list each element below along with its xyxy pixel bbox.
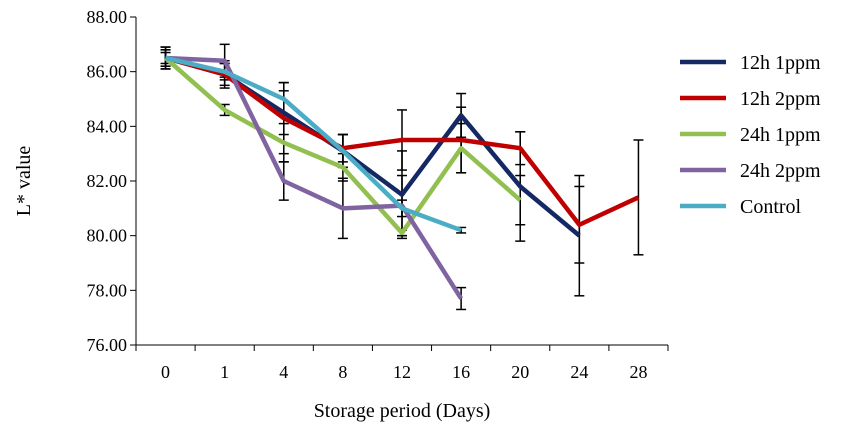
x-axis-ticks: 0 1 4 8 12 16 20 24 28: [135, 345, 669, 382]
legend-label: 24h 2ppm: [740, 160, 821, 182]
y-tick-label: 76.00: [87, 335, 128, 355]
x-tick-label: 28: [629, 362, 647, 382]
x-axis-title: Storage period (Days): [314, 400, 491, 422]
x-tick-label: 12: [393, 362, 411, 382]
y-tick-label: 78.00: [87, 280, 128, 300]
y-tick-label: 88.00: [87, 7, 128, 27]
x-tick-label: 20: [511, 362, 529, 382]
x-tick-label: 8: [338, 362, 347, 382]
x-tick-label: 24: [570, 362, 588, 382]
x-tick-label: 0: [161, 362, 170, 382]
y-axis-ticks: 76.00 78.00 80.00 82.00 84.00 86.00 88.00: [87, 7, 136, 355]
y-tick-label: 86.00: [87, 62, 128, 82]
series-line: [164, 56, 522, 236]
x-tick-label: 16: [452, 362, 470, 382]
error-bars: [160, 43, 644, 311]
y-tick-label: 84.00: [87, 116, 128, 136]
y-axis-title: L* value: [13, 146, 35, 217]
series-line: [165, 55, 462, 233]
series-line: [164, 55, 640, 227]
legend-label: Control: [740, 196, 802, 218]
legend: 12h 1ppm 12h 2ppm 24h 1ppm 24h 2ppm Control: [680, 52, 821, 218]
legend-label: 24h 1ppm: [740, 124, 821, 146]
y-tick-label: 82.00: [87, 171, 128, 191]
x-tick-label: 1: [220, 362, 229, 382]
legend-label: 12h 1ppm: [740, 52, 821, 74]
series-line: [165, 55, 464, 300]
series-lines: [164, 55, 640, 300]
x-tick-label: 4: [279, 362, 288, 382]
y-tick-label: 80.00: [87, 226, 128, 246]
legend-label: 12h 2ppm: [740, 88, 821, 110]
